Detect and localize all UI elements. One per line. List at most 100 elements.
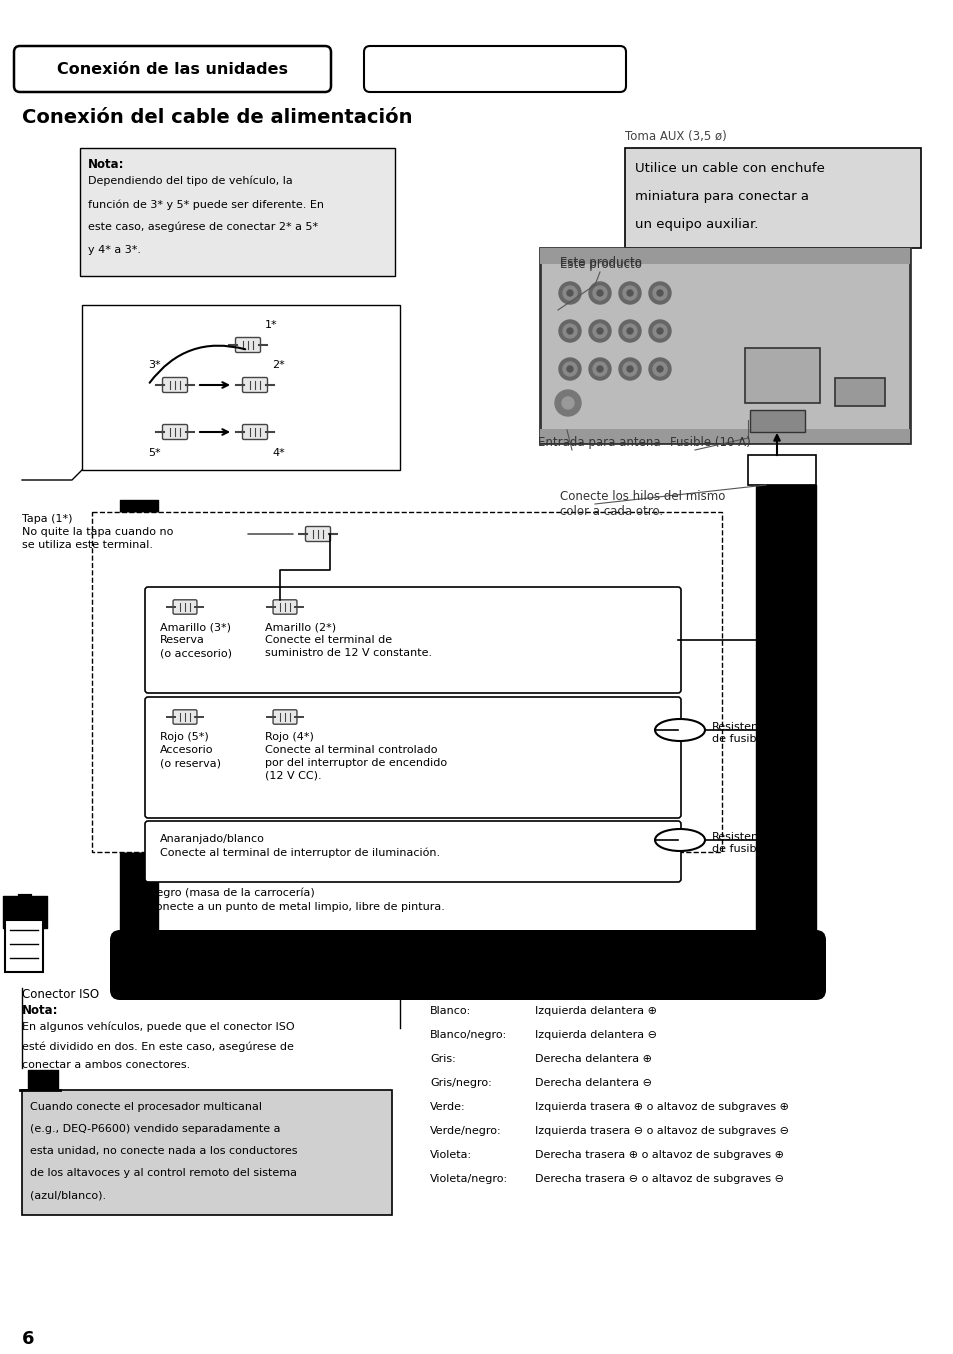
Circle shape (618, 320, 640, 343)
Text: 1*: 1* (265, 320, 277, 330)
FancyBboxPatch shape (172, 600, 196, 615)
FancyBboxPatch shape (145, 588, 680, 693)
Text: de fusible: de fusible (711, 844, 765, 854)
Text: Izquierda trasera ⊖ o altavoz de subgraves ⊖: Izquierda trasera ⊖ o altavoz de subgrav… (535, 1127, 788, 1136)
Text: 4*: 4* (272, 448, 284, 458)
Circle shape (593, 324, 606, 338)
Circle shape (588, 320, 610, 343)
Text: (12 V CC).: (12 V CC). (265, 770, 321, 781)
Text: Derecha trasera ⊖ o altavoz de subgraves ⊖: Derecha trasera ⊖ o altavoz de subgraves… (535, 1174, 783, 1183)
Text: Gris:: Gris: (430, 1053, 456, 1064)
FancyBboxPatch shape (242, 378, 267, 393)
Circle shape (593, 362, 606, 376)
Text: por del interruptor de encendido: por del interruptor de encendido (265, 758, 447, 768)
FancyBboxPatch shape (162, 425, 188, 440)
Text: se utiliza este terminal.: se utiliza este terminal. (22, 540, 152, 550)
FancyBboxPatch shape (305, 527, 330, 542)
Text: de los altavoces y al control remoto del sistema: de los altavoces y al control remoto del… (30, 1169, 296, 1178)
Text: Conexión de las unidades: Conexión de las unidades (57, 61, 288, 76)
Text: esta unidad, no conecte nada a los conductores: esta unidad, no conecte nada a los condu… (30, 1145, 297, 1156)
Text: Accesorio: Accesorio (160, 745, 213, 756)
Circle shape (618, 357, 640, 380)
Circle shape (652, 362, 666, 376)
Text: Amarillo (2*): Amarillo (2*) (265, 621, 335, 632)
FancyBboxPatch shape (273, 709, 296, 724)
Text: Tapa (1*): Tapa (1*) (22, 515, 72, 524)
Text: (o accesorio): (o accesorio) (160, 649, 232, 658)
FancyBboxPatch shape (172, 709, 196, 724)
Text: y 4* a 3*.: y 4* a 3*. (88, 245, 141, 255)
Bar (749, 410, 804, 432)
Ellipse shape (655, 719, 704, 741)
Text: 2*: 2* (272, 360, 284, 370)
Text: función de 3* y 5* puede ser diferente. En: función de 3* y 5* puede ser diferente. … (88, 199, 324, 210)
Circle shape (558, 282, 580, 305)
Circle shape (555, 390, 580, 416)
Circle shape (626, 328, 633, 334)
Text: 5*: 5* (149, 448, 161, 458)
Circle shape (593, 286, 606, 301)
FancyBboxPatch shape (235, 337, 260, 352)
Text: (azul/blanco).: (azul/blanco). (30, 1190, 106, 1200)
Text: este caso, asegúrese de conectar 2* a 5*: este caso, asegúrese de conectar 2* a 5* (88, 222, 317, 233)
Circle shape (626, 366, 633, 372)
Circle shape (622, 362, 637, 376)
FancyBboxPatch shape (242, 425, 267, 440)
Bar (539, 248, 909, 443)
Bar (5, 919, 43, 972)
Text: En algunos vehículos, puede que el conector ISO: En algunos vehículos, puede que el conec… (22, 1022, 294, 1033)
Text: Este producto: Este producto (559, 256, 641, 269)
Text: Utilice un cable con enchufe: Utilice un cable con enchufe (635, 162, 824, 175)
FancyBboxPatch shape (110, 930, 825, 1001)
Text: Violeta:: Violeta: (430, 1150, 472, 1160)
Text: Blanco:: Blanco: (430, 1006, 471, 1016)
Text: Gris/negro:: Gris/negro: (430, 1078, 491, 1089)
Circle shape (648, 282, 670, 305)
Circle shape (562, 362, 577, 376)
Text: Resistencia: Resistencia (711, 831, 775, 842)
Text: (o reserva): (o reserva) (160, 758, 221, 768)
Text: Izquierda delantera ⊖: Izquierda delantera ⊖ (535, 1030, 657, 1040)
Circle shape (588, 357, 610, 380)
Text: Verde:: Verde: (430, 1102, 465, 1112)
Text: Toma AUX (3,5 ø): Toma AUX (3,5 ø) (624, 130, 726, 144)
Circle shape (558, 357, 580, 380)
Text: No quite la tapa cuando no: No quite la tapa cuando no (22, 527, 173, 538)
Circle shape (597, 290, 602, 297)
Circle shape (588, 282, 610, 305)
Text: Conector ISO: Conector ISO (22, 988, 99, 1001)
Text: (e.g., DEQ-P6600) vendido separadamente a: (e.g., DEQ-P6600) vendido separadamente … (30, 1124, 280, 1135)
Ellipse shape (655, 829, 704, 852)
Text: suministro de 12 V constante.: suministro de 12 V constante. (265, 649, 432, 658)
Text: Conecte al terminal controlado: Conecte al terminal controlado (265, 745, 437, 756)
Bar (624, 148, 920, 248)
Text: Nota:: Nota: (88, 158, 125, 171)
FancyBboxPatch shape (162, 378, 188, 393)
Text: Reserva: Reserva (160, 635, 205, 645)
FancyBboxPatch shape (273, 600, 296, 615)
Text: Verde/negro:: Verde/negro: (430, 1127, 501, 1136)
Text: Blanco/negro:: Blanco/negro: (430, 1030, 507, 1040)
Text: Conecte el terminal de: Conecte el terminal de (265, 635, 392, 645)
FancyBboxPatch shape (14, 46, 331, 92)
Text: Derecha delantera ⊖: Derecha delantera ⊖ (535, 1078, 651, 1089)
Bar (80, 148, 395, 276)
Bar (82, 305, 399, 470)
Circle shape (566, 290, 573, 297)
Circle shape (562, 286, 577, 301)
Text: de fusible: de fusible (711, 734, 765, 743)
Text: Entrada para antena: Entrada para antena (537, 436, 659, 450)
Text: Cuando conecte el procesador multicanal: Cuando conecte el procesador multicanal (30, 1102, 262, 1112)
Bar (744, 348, 820, 403)
Circle shape (648, 320, 670, 343)
Circle shape (558, 320, 580, 343)
Bar (539, 429, 909, 443)
Text: Rojo (5*): Rojo (5*) (160, 733, 209, 742)
Text: Dependiendo del tipo de vehículo, la: Dependiendo del tipo de vehículo, la (88, 176, 293, 187)
Circle shape (657, 328, 662, 334)
Circle shape (652, 286, 666, 301)
Circle shape (562, 324, 577, 338)
Circle shape (648, 357, 670, 380)
Text: Fusible (10 A): Fusible (10 A) (669, 436, 750, 450)
Text: Derecha delantera ⊕: Derecha delantera ⊕ (535, 1053, 651, 1064)
